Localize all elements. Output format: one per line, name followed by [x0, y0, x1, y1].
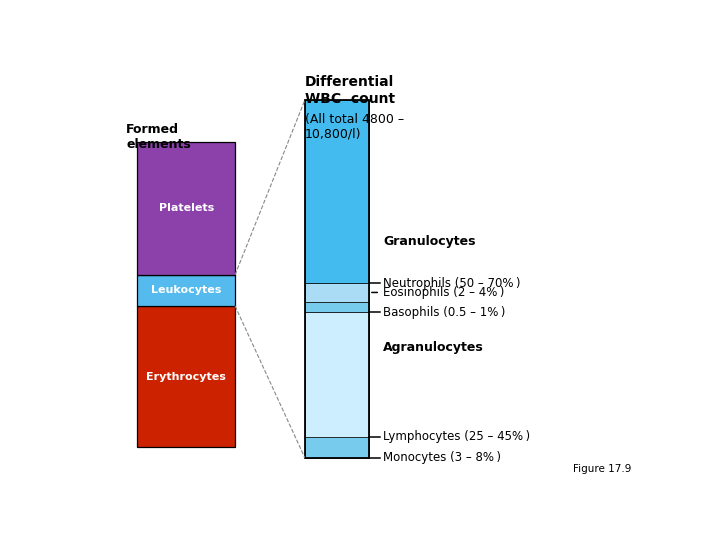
Text: (All total 4800 –
10,800/l): (All total 4800 – 10,800/l) — [305, 113, 404, 140]
Bar — [138, 141, 235, 275]
Text: Basophils (0.5 – 1% ): Basophils (0.5 – 1% ) — [383, 306, 505, 319]
Bar — [305, 302, 369, 312]
Bar — [138, 306, 235, 447]
Text: Differential: Differential — [305, 75, 394, 89]
Bar — [305, 437, 369, 458]
Text: Granulocytes: Granulocytes — [383, 235, 475, 248]
Text: Agranulocytes: Agranulocytes — [383, 341, 484, 354]
Text: Eosinophils (2 – 4% ): Eosinophils (2 – 4% ) — [383, 286, 504, 299]
Bar — [305, 100, 369, 283]
Text: Monocytes (3 – 8% ): Monocytes (3 – 8% ) — [383, 451, 501, 464]
Text: Lymphocytes (25 – 45% ): Lymphocytes (25 – 45% ) — [383, 430, 530, 443]
Text: WBC  count: WBC count — [305, 92, 395, 106]
Bar — [305, 283, 369, 302]
Text: Erythrocytes: Erythrocytes — [146, 372, 226, 382]
Text: Figure 17.9: Figure 17.9 — [573, 464, 631, 474]
Text: Formed
elements: Formed elements — [126, 123, 191, 151]
Text: Platelets: Platelets — [158, 203, 214, 213]
Bar — [305, 100, 369, 458]
Bar — [305, 312, 369, 437]
Text: Leukocytes: Leukocytes — [151, 285, 222, 295]
Bar — [138, 275, 235, 306]
Text: Neutrophils (50 – 70% ): Neutrophils (50 – 70% ) — [383, 276, 521, 289]
